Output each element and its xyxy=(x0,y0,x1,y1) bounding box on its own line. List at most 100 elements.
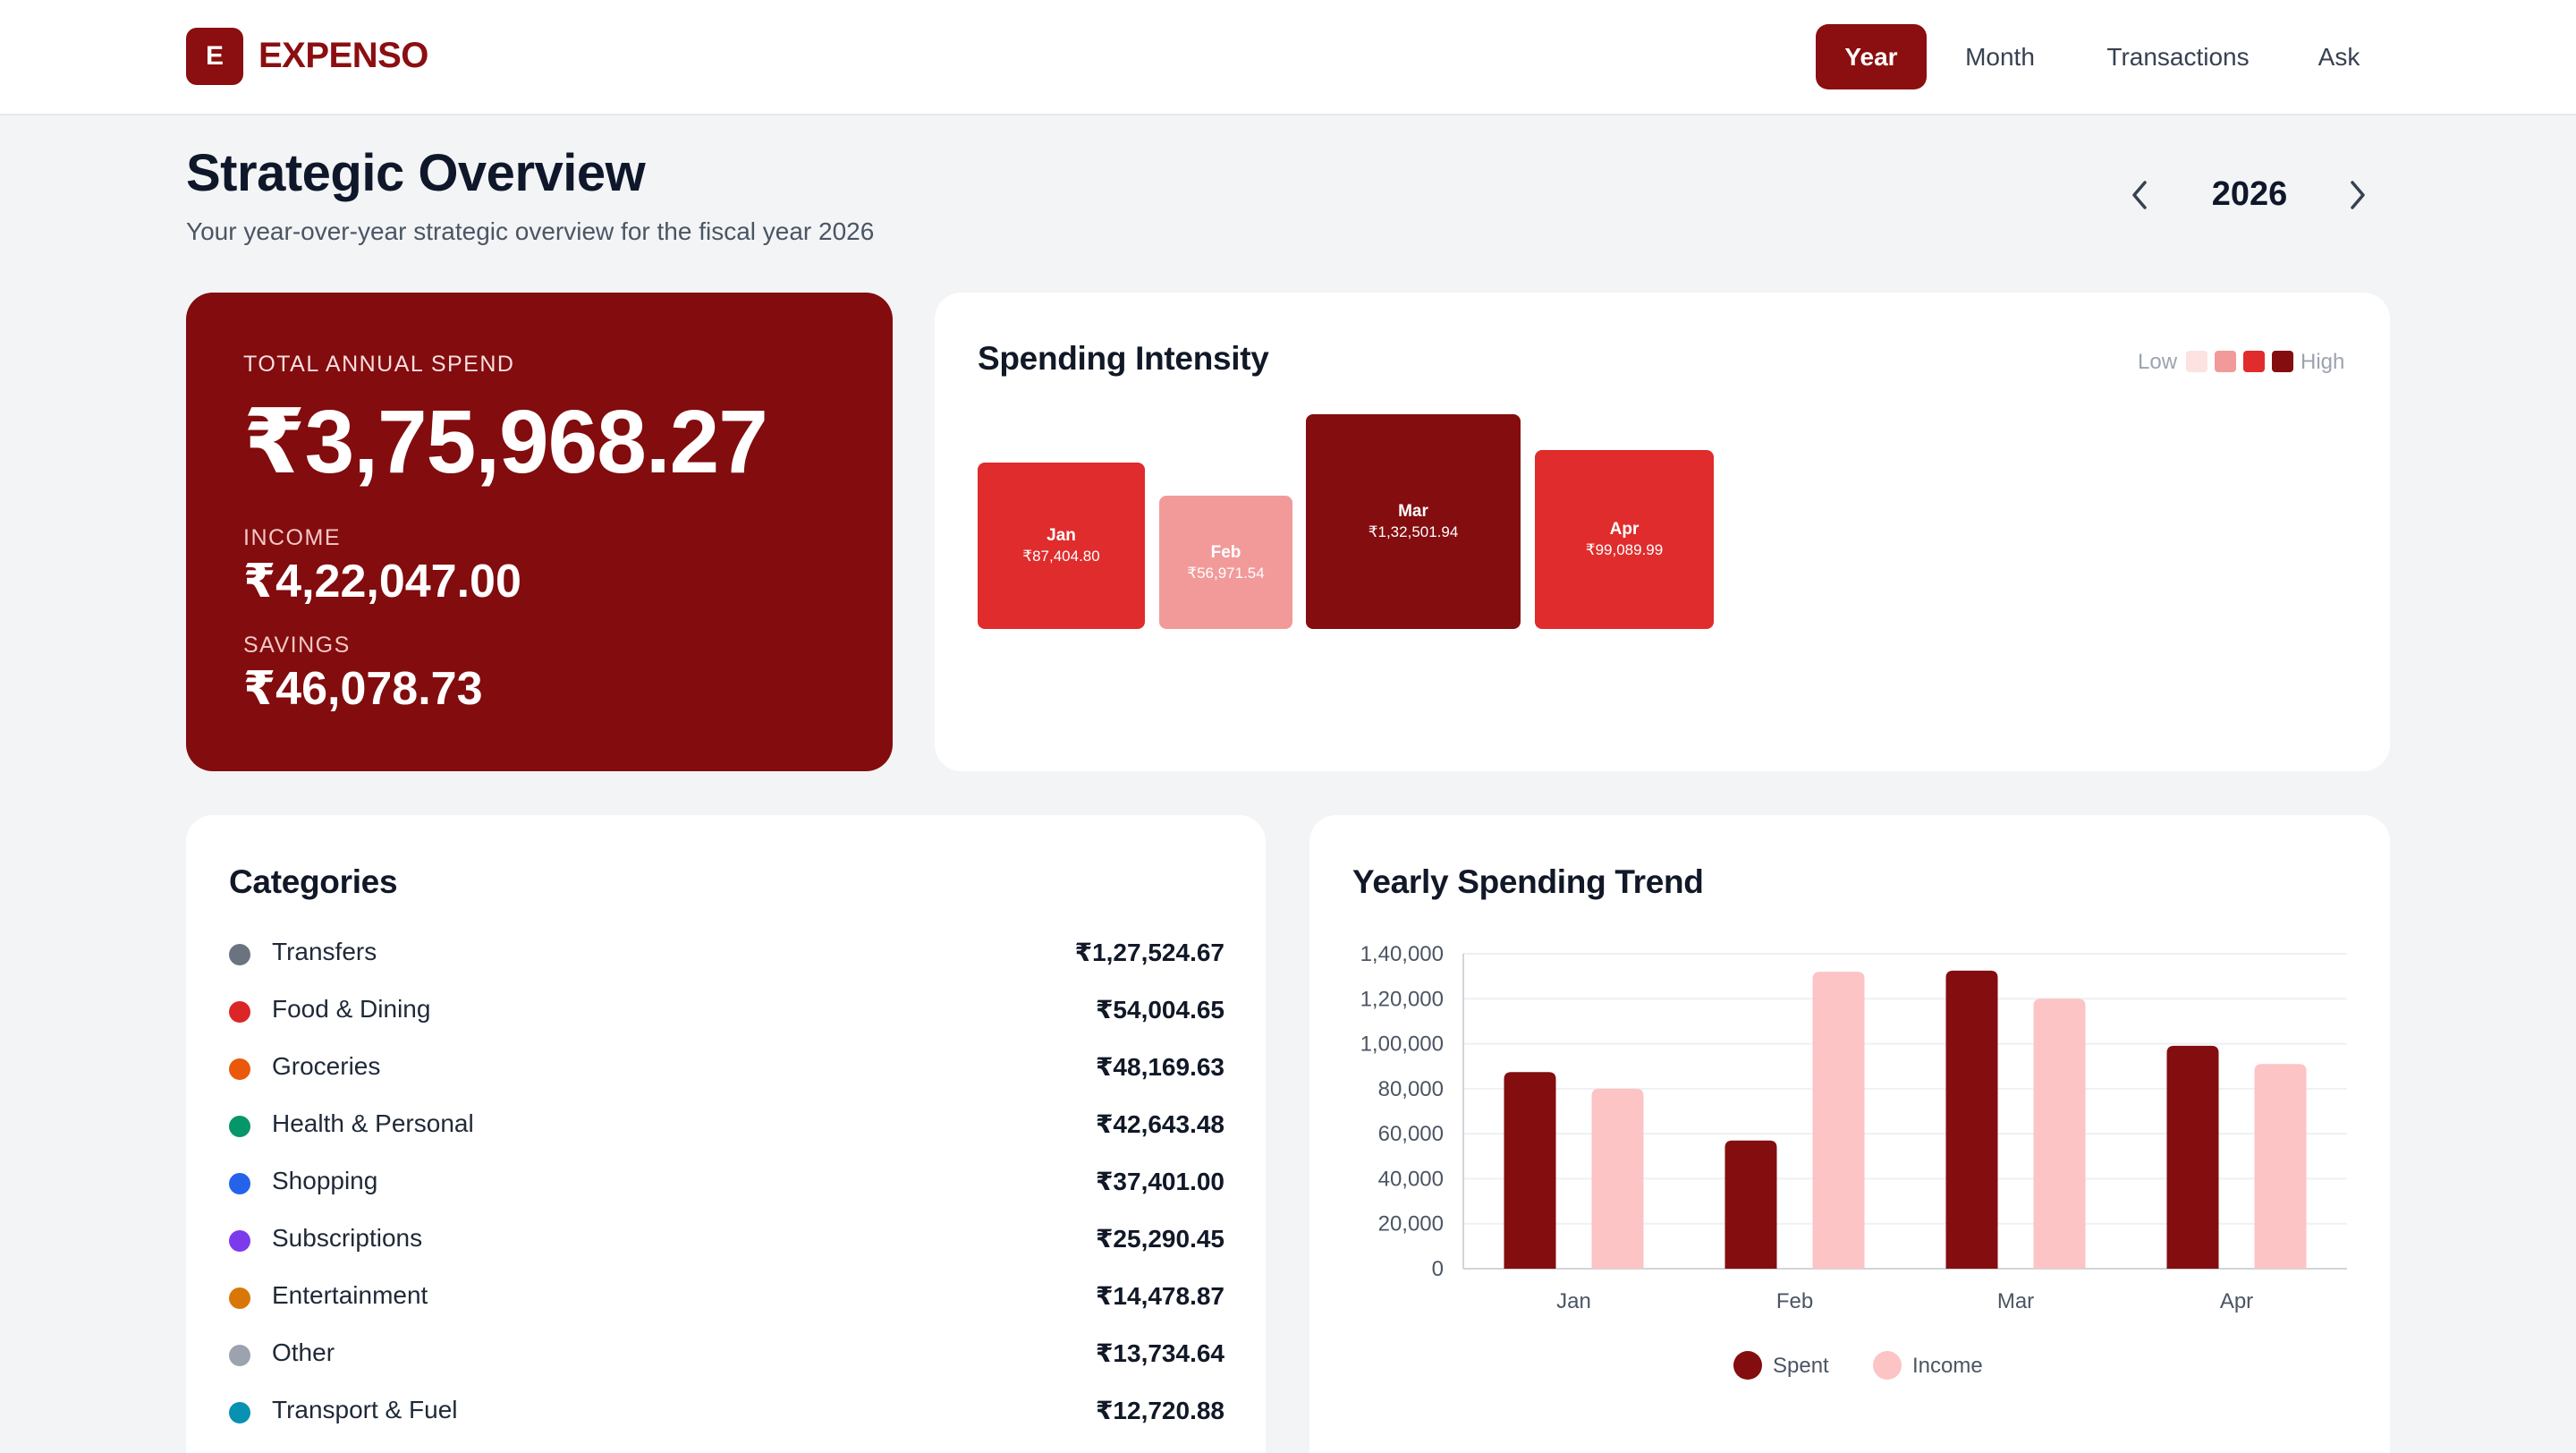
category-amount: ₹13,734.64 xyxy=(1095,1339,1224,1367)
bar-spent-jan xyxy=(1504,1072,1556,1269)
category-dot xyxy=(229,1001,250,1023)
legend-swatch xyxy=(2272,351,2293,372)
tile-value: ₹1,32,501.94 xyxy=(1368,523,1459,540)
logo-icon[interactable]: E xyxy=(186,28,243,85)
category-row[interactable]: Subscriptions ₹25,290.45 xyxy=(229,1220,1224,1260)
category-name: Shopping xyxy=(272,1167,378,1194)
legend-swatch-income xyxy=(1873,1351,1902,1380)
bar-spent-feb xyxy=(1724,1140,1777,1269)
tile-month: Jan xyxy=(1046,526,1076,545)
intensity-tile-jan[interactable]: Jan ₹87,404.80 xyxy=(978,463,1145,629)
legend-low-label: Low xyxy=(2138,350,2178,374)
legend-swatch xyxy=(2243,351,2265,372)
category-amount: ₹14,478.87 xyxy=(1095,1282,1224,1310)
page-subtitle: Your year-over-year strategic overview f… xyxy=(186,217,875,245)
category-amount: ₹25,290.45 xyxy=(1095,1225,1224,1253)
y-tick-label: 20,000 xyxy=(1378,1212,1444,1236)
chevron-left-icon[interactable] xyxy=(2120,175,2159,215)
year-label: 2026 xyxy=(2211,175,2288,213)
category-amount: ₹12,720.88 xyxy=(1095,1397,1224,1424)
page-title: Strategic Overview xyxy=(186,144,646,202)
legend-swatch xyxy=(2215,351,2236,372)
chevron-right-icon[interactable] xyxy=(2338,175,2377,215)
nav-month[interactable]: Month xyxy=(1965,42,2035,71)
category-amount: ₹42,643.48 xyxy=(1095,1110,1224,1138)
intensity-tile-feb[interactable]: Feb ₹56,971.54 xyxy=(1159,496,1292,629)
tile-value: ₹99,089.99 xyxy=(1585,541,1664,558)
category-name: Food & Dining xyxy=(272,995,431,1023)
category-name: Subscriptions xyxy=(272,1224,423,1252)
category-dot xyxy=(229,1287,250,1309)
category-name: Transfers xyxy=(272,938,377,965)
category-row[interactable]: Other ₹13,734.64 xyxy=(229,1335,1224,1374)
spending-trend-chart: 0 20,000 40,000 60,000 80,000 1,00,000 1,20,00… xyxy=(1360,942,2347,1380)
category-dot xyxy=(229,1058,250,1080)
legend-swatch-spent xyxy=(1733,1351,1762,1380)
nav-ask[interactable]: Ask xyxy=(2318,42,2360,71)
y-tick-label: 1,40,000 xyxy=(1360,942,1444,966)
brand-name[interactable]: EXPENSO xyxy=(258,36,428,75)
category-row[interactable]: Entertainment ₹14,478.87 xyxy=(229,1278,1224,1317)
category-row[interactable]: Shopping ₹37,401.00 xyxy=(229,1163,1224,1202)
legend-label: Income xyxy=(1912,1354,1983,1378)
y-tick-label: 0 xyxy=(1432,1257,1444,1281)
savings-value: ₹46,078.73 xyxy=(243,663,483,715)
legend-label: Spent xyxy=(1773,1354,1829,1378)
top-bar: E EXPENSO Year Month Transactions Ask xyxy=(0,0,2576,115)
legend-swatch xyxy=(2186,351,2207,372)
category-name: Groceries xyxy=(272,1052,381,1080)
x-tick-label: Feb xyxy=(1776,1289,1813,1313)
category-name: Health & Personal xyxy=(272,1109,474,1137)
trend-title: Yearly Spending Trend xyxy=(1352,863,1704,900)
bar-spent-mar xyxy=(1945,970,1998,1269)
intensity-tile-apr[interactable]: Apr ₹99,089.99 xyxy=(1535,450,1714,629)
y-tick-label: 1,00,000 xyxy=(1360,1032,1444,1057)
category-name: Transport & Fuel xyxy=(272,1396,458,1423)
category-amount: ₹37,401.00 xyxy=(1095,1168,1224,1195)
category-name: Other xyxy=(272,1338,335,1366)
x-tick-label: Apr xyxy=(2220,1289,2253,1313)
income-value: ₹4,22,047.00 xyxy=(243,556,521,608)
intensity-tile-mar[interactable]: Mar ₹1,32,501.94 xyxy=(1306,414,1521,629)
bar-spent-apr xyxy=(2166,1045,2219,1269)
y-tick-label: 60,000 xyxy=(1378,1122,1444,1146)
nav-transactions[interactable]: Transactions xyxy=(2106,42,2250,71)
category-dot xyxy=(229,1345,250,1366)
category-row[interactable]: Transfers ₹1,27,524.67 xyxy=(229,934,1224,973)
category-row[interactable]: Food & Dining ₹54,004.65 xyxy=(229,991,1224,1031)
tile-value: ₹56,971.54 xyxy=(1187,564,1265,582)
bar-income-apr xyxy=(2254,1064,2307,1269)
category-dot xyxy=(229,1230,250,1252)
legend-high-label: High xyxy=(2301,350,2345,374)
category-amount: ₹1,27,524.67 xyxy=(1074,939,1224,966)
income-label: INCOME xyxy=(243,525,341,550)
y-tick-label: 80,000 xyxy=(1378,1077,1444,1101)
intensity-title: Spending Intensity xyxy=(978,340,1269,377)
tile-month: Apr xyxy=(1609,520,1640,539)
y-tick-label: 40,000 xyxy=(1378,1167,1444,1191)
categories-card xyxy=(186,815,1266,1453)
nav-year[interactable]: Year xyxy=(1816,24,1927,89)
bar-income-mar xyxy=(2033,998,2086,1269)
savings-label: SAVINGS xyxy=(243,633,351,658)
total-spend-label: TOTAL ANNUAL SPEND xyxy=(243,352,515,377)
bar-income-jan xyxy=(1591,1088,1644,1269)
category-dot xyxy=(229,1173,250,1194)
category-dot xyxy=(229,1116,250,1137)
categories-title: Categories xyxy=(229,863,398,900)
total-spend-value: ₹3,75,968.27 xyxy=(243,392,768,492)
category-dot xyxy=(229,944,250,965)
category-row[interactable]: Transport & Fuel ₹12,720.88 xyxy=(229,1392,1224,1432)
category-amount: ₹48,169.63 xyxy=(1095,1053,1224,1081)
bar-income-feb xyxy=(1812,972,1865,1269)
tile-value: ₹87,404.80 xyxy=(1022,548,1100,565)
category-row[interactable]: Health & Personal ₹42,643.48 xyxy=(229,1106,1224,1145)
y-tick-label: 1,20,000 xyxy=(1360,987,1444,1011)
category-name: Entertainment xyxy=(272,1281,428,1309)
x-tick-label: Jan xyxy=(1556,1289,1591,1313)
category-amount: ₹54,004.65 xyxy=(1095,996,1224,1024)
tile-month: Mar xyxy=(1398,502,1428,521)
tile-month: Feb xyxy=(1210,542,1241,562)
summary-card: TOTAL ANNUAL SPEND ₹3,75,968.27 INCOME ₹… xyxy=(186,293,893,771)
category-row[interactable]: Groceries ₹48,169.63 xyxy=(229,1049,1224,1088)
